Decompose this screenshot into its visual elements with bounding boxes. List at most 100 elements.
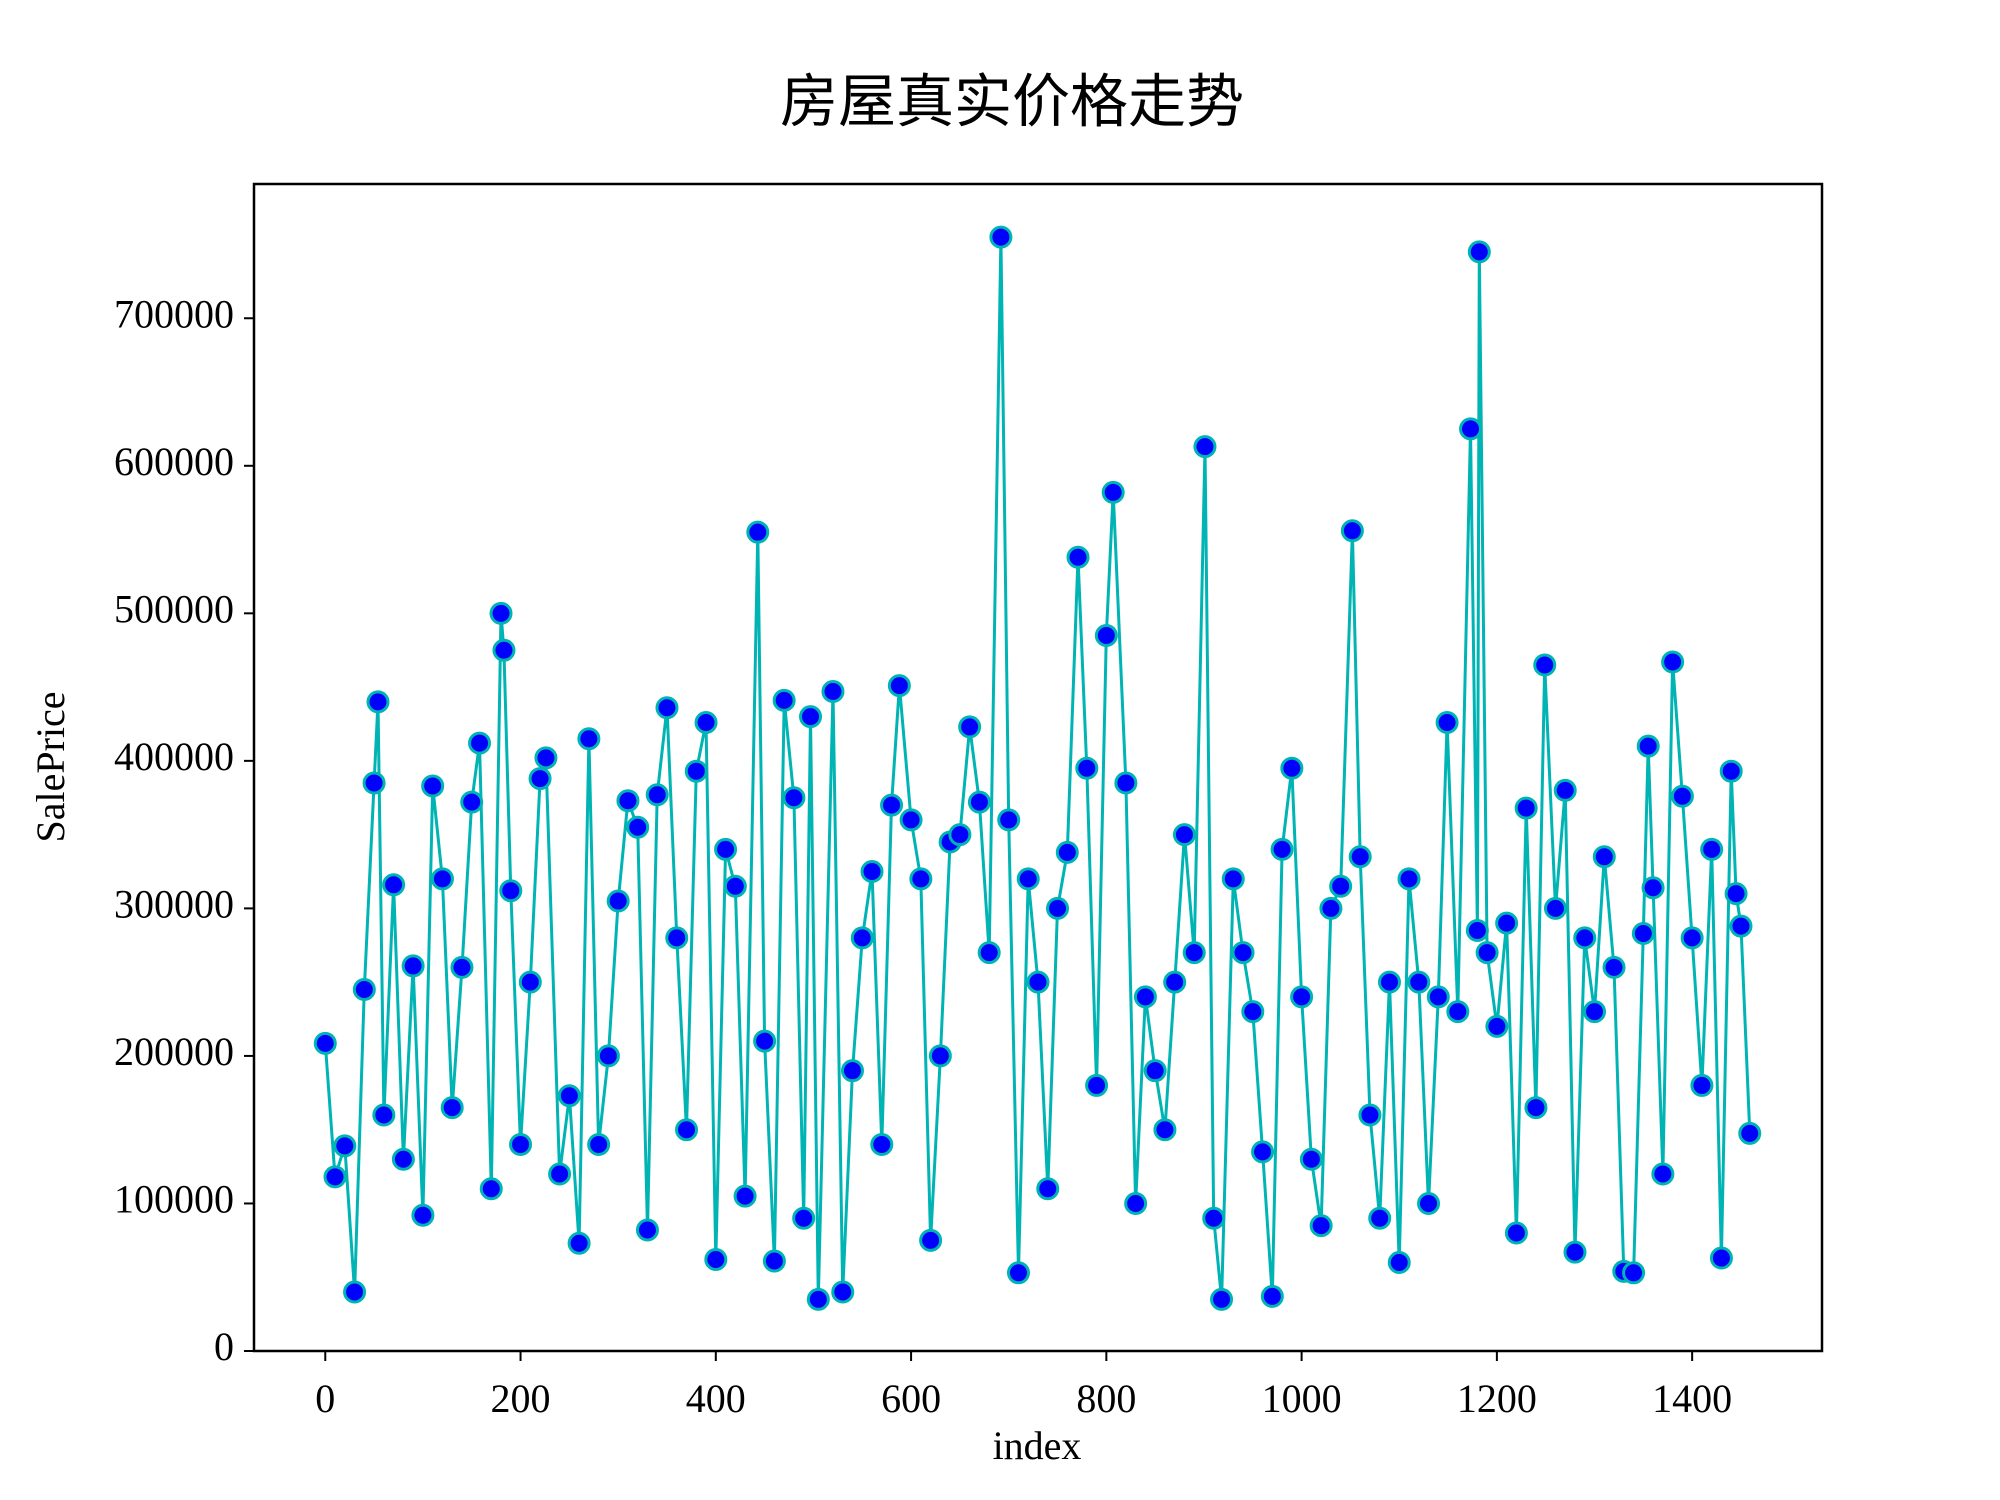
data-point <box>1724 882 1748 906</box>
data-point <box>1329 874 1353 898</box>
data-point <box>967 790 991 814</box>
data-point <box>733 1184 757 1208</box>
data-point <box>684 759 708 783</box>
data-point <box>840 1059 864 1083</box>
data-point <box>746 520 770 544</box>
x-axis-label: index <box>993 1423 1082 1468</box>
data-point <box>1193 435 1217 459</box>
data-point <box>958 715 982 739</box>
data-point <box>870 1132 894 1156</box>
data-point <box>509 1132 533 1156</box>
price-line <box>323 237 1752 1300</box>
data-point <box>366 690 390 714</box>
x-tick-label: 1000 <box>1262 1376 1342 1421</box>
data-point <box>1075 756 1099 780</box>
data-point <box>799 705 823 729</box>
y-tick-label: 200000 <box>114 1029 234 1074</box>
data-point <box>1738 1121 1762 1145</box>
data-point <box>440 1096 464 1120</box>
data-point <box>492 638 516 662</box>
data-point <box>1348 845 1372 869</box>
data-point <box>567 1231 591 1255</box>
data-point <box>772 688 796 712</box>
data-point <box>1241 1000 1265 1024</box>
data-point <box>860 860 884 884</box>
data-point <box>1046 896 1070 920</box>
data-point <box>880 793 904 817</box>
x-tick-label: 200 <box>491 1376 551 1421</box>
data-point <box>1172 823 1196 847</box>
data-point <box>528 767 552 791</box>
data-point <box>1182 941 1206 965</box>
data-point <box>1524 1096 1548 1120</box>
data-point <box>1085 1073 1109 1097</box>
data-point <box>1563 1240 1587 1264</box>
data-point <box>928 1044 952 1068</box>
data-point <box>1387 1250 1411 1274</box>
data-point <box>1592 845 1616 869</box>
data-point <box>1202 1206 1226 1230</box>
data-point <box>1651 1162 1675 1186</box>
data-point <box>313 1031 337 1055</box>
data-point <box>479 1177 503 1201</box>
data-point <box>1729 914 1753 938</box>
data-point <box>782 786 806 810</box>
data-point <box>655 696 679 720</box>
x-tick-label: 1200 <box>1457 1376 1537 1421</box>
data-point <box>1636 734 1660 758</box>
data-point <box>1504 1221 1528 1245</box>
data-point <box>1417 1191 1441 1215</box>
data-point <box>1319 896 1343 920</box>
data-point <box>723 874 747 898</box>
data-point <box>450 955 474 979</box>
data-point <box>401 954 425 978</box>
data-point <box>1290 985 1314 1009</box>
data-point <box>343 1280 367 1304</box>
data-point <box>1101 480 1125 504</box>
data-point <box>468 731 492 755</box>
data-point <box>1163 970 1187 994</box>
x-tick-label: 1400 <box>1652 1376 1732 1421</box>
data-point <box>1602 955 1626 979</box>
data-point <box>1446 1000 1470 1024</box>
data-point <box>1299 1147 1323 1171</box>
data-point <box>753 1029 777 1053</box>
data-point <box>1397 867 1421 891</box>
y-tick-label: 300000 <box>114 882 234 927</box>
data-point <box>1133 985 1157 1009</box>
data-point <box>792 1206 816 1230</box>
data-point <box>606 889 630 913</box>
data-point <box>557 1084 581 1108</box>
data-point <box>382 873 406 897</box>
data-point <box>362 771 386 795</box>
data-point <box>831 1280 855 1304</box>
data-point <box>665 926 689 950</box>
data-point <box>1055 840 1079 864</box>
data-point <box>635 1218 659 1242</box>
data-point <box>577 727 601 751</box>
data-point <box>534 746 558 770</box>
x-tick-label: 400 <box>686 1376 746 1421</box>
data-point <box>1153 1118 1177 1142</box>
data-point <box>587 1132 611 1156</box>
data-point <box>1094 623 1118 647</box>
data-point <box>1543 896 1567 920</box>
data-point <box>1124 1191 1148 1215</box>
data-point <box>1533 653 1557 677</box>
data-point <box>1467 240 1491 264</box>
data-point <box>1641 876 1665 900</box>
y-tick-label: 400000 <box>114 734 234 779</box>
data-point <box>1006 1261 1030 1285</box>
data-point <box>1459 417 1483 441</box>
data-point <box>1670 784 1694 808</box>
data-point <box>1260 1284 1284 1308</box>
data-point <box>1114 771 1138 795</box>
data-point <box>616 789 640 813</box>
y-axis-label: SalePrice <box>28 691 73 842</box>
data-point <box>1377 970 1401 994</box>
data-point <box>1309 1214 1333 1238</box>
data-point <box>323 1165 347 1189</box>
data-point <box>626 815 650 839</box>
data-point <box>1231 941 1255 965</box>
